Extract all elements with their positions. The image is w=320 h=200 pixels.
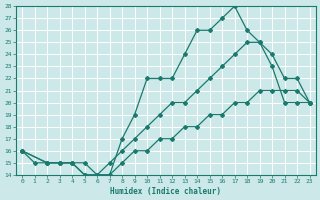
X-axis label: Humidex (Indice chaleur): Humidex (Indice chaleur) [110, 187, 221, 196]
